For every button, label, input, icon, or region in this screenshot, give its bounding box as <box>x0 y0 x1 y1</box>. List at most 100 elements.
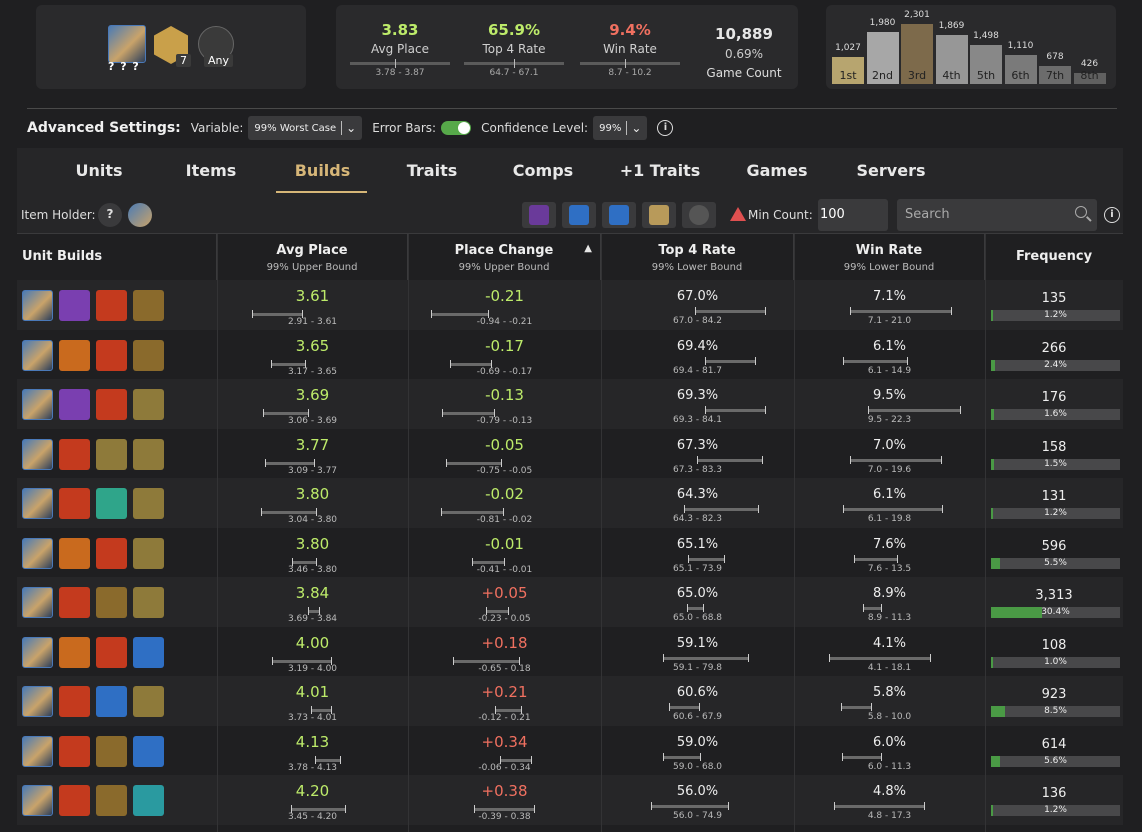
place-change-cell: -0.02 -0.81 - -0.02 <box>408 478 601 528</box>
stat-range-bar <box>350 59 450 68</box>
col-place-change[interactable]: Place Change 99% Upper Bound ▲ <box>408 234 601 280</box>
item-icon <box>96 636 127 668</box>
min-count-input[interactable]: 100 <box>818 199 888 231</box>
range-tick <box>442 409 444 417</box>
tab-traits[interactable]: Traits <box>406 161 458 180</box>
table-row[interactable]: 4.13 3.78 - 4.13 +0.34 -0.06 - 0.34 59.0% 59.… <box>17 725 1123 775</box>
confidence-select[interactable]: 99% ⌄ <box>593 116 648 140</box>
top4-rate-cell: 56.0% 56.0 - 74.9 <box>601 775 794 825</box>
unit-portrait-icon <box>22 537 53 569</box>
col-top4-rate[interactable]: Top 4 Rate 99% Lower Bound <box>601 234 794 280</box>
item-icon <box>59 636 90 668</box>
filter-item-2[interactable] <box>562 202 596 228</box>
histogram-count: 1,498 <box>973 31 999 41</box>
range-bar <box>849 458 941 462</box>
range-tick <box>960 406 962 414</box>
placement-histogram: 1,027 1st 1,980 2nd 2,301 3rd 1,869 4th 1,498 5th… <box>826 5 1116 89</box>
top4-range: 60.6 - 67.9 <box>672 712 723 722</box>
frequency-pct: 1.5% <box>1044 458 1067 469</box>
item-icon <box>133 636 164 668</box>
col-win-rate[interactable]: Win Rate 99% Lower Bound <box>794 234 985 280</box>
tab-plus1-traits[interactable]: +1 Traits <box>619 161 701 180</box>
range-bar <box>705 359 756 363</box>
search-input[interactable]: Search <box>897 199 1097 231</box>
place-change-range: -0.06 - 0.34 <box>478 762 531 773</box>
frequency-pct: 1.2% <box>1044 805 1067 815</box>
avg-place-range: 3.06 - 3.69 <box>287 416 338 426</box>
range-bar <box>850 310 952 313</box>
range-tick <box>867 406 869 414</box>
top4-range: 65.1 - 73.9 <box>672 563 723 574</box>
place-change-value: -0.13 <box>485 386 524 404</box>
tab-items[interactable]: Items <box>185 161 237 180</box>
unit-portrait-icon[interactable] <box>108 25 146 63</box>
range-bar <box>486 610 509 613</box>
col-unit-builds[interactable]: Unit Builds <box>17 234 217 280</box>
place-change-range: -0.75 - -0.05 <box>476 465 533 476</box>
frequency-bar: 1.2% <box>991 310 1120 321</box>
tab-comps[interactable]: Comps <box>512 161 574 180</box>
win-rate-value: 8.9% <box>872 586 907 601</box>
search-icon[interactable] <box>1075 206 1087 218</box>
item-holder-unknown[interactable]: ? <box>98 203 122 227</box>
table-row[interactable]: 3.80 3.46 - 3.80 -0.01 -0.41 - -0.01 65.1% 65… <box>17 527 1123 577</box>
table-row[interactable]: 4.01 3.73 - 4.01 +0.21 -0.12 - 0.21 60.6% 60.… <box>17 676 1123 726</box>
table-row[interactable]: 3.69 3.06 - 3.69 -0.13 -0.79 - -0.13 69.3% 69… <box>17 379 1123 429</box>
variable-label: Variable: <box>190 121 244 135</box>
win-rate-value: 7.0% <box>872 437 907 453</box>
col-frequency[interactable]: Frequency <box>985 234 1123 280</box>
table-row[interactable]: 4.00 3.19 - 4.00 +0.18 -0.65 - 0.18 59.1% 59.… <box>17 626 1123 677</box>
table-row[interactable]: 3.84 3.69 - 3.84 +0.05 -0.23 - 0.05 65.0% 65.… <box>17 577 1123 627</box>
filter-item-1[interactable] <box>522 202 556 228</box>
win-rate-range: 4.8 - 17.3 <box>867 811 912 821</box>
frequency-bar: 5.5% <box>991 557 1120 569</box>
filter-item-5[interactable] <box>682 202 716 228</box>
range-tick <box>842 752 844 761</box>
tab-servers[interactable]: Servers <box>856 161 926 180</box>
range-tick <box>308 607 310 615</box>
frequency-fill <box>991 656 993 668</box>
place-change-cell: -0.17 -0.69 - -0.17 <box>408 330 601 380</box>
histogram-label: 6th <box>1011 69 1030 82</box>
table-row[interactable]: 3.80 3.04 - 3.80 -0.02 -0.81 - -0.02 64.3% 64… <box>17 478 1123 528</box>
stat-value: 65.9% <box>487 21 541 39</box>
item-icon <box>133 488 164 519</box>
range-bar <box>264 461 314 465</box>
win-rate-range: 8.9 - 11.3 <box>867 613 912 623</box>
range-bar <box>291 560 317 564</box>
histogram-count: 1,869 <box>938 21 965 31</box>
item-icon <box>649 205 669 225</box>
tab-builds[interactable]: Builds <box>294 161 351 180</box>
top4-range: 64.3 - 82.3 <box>672 514 723 524</box>
item-icon <box>133 290 164 321</box>
frequency-cell: 108 1.0% <box>985 627 1123 677</box>
table-row[interactable]: 3.65 3.17 - 3.65 -0.17 -0.69 - -0.17 69.4% 69… <box>17 329 1123 380</box>
range-bar <box>662 755 700 759</box>
variable-select[interactable]: 99% Worst Case ⌄ <box>248 116 363 140</box>
place-change-range: -0.69 - -0.17 <box>476 366 533 377</box>
info-icon[interactable]: i <box>657 120 674 136</box>
tab-games[interactable]: Games <box>746 161 808 180</box>
frequency-bar: 2.4% <box>991 359 1120 371</box>
filter-item-3[interactable] <box>602 202 636 228</box>
table-row[interactable]: 3.77 3.09 - 3.77 -0.05 -0.75 - -0.05 67.3% 67… <box>17 428 1123 478</box>
table-row[interactable]: 3.61 2.91 - 3.61 -0.21 -0.94 - -0.21 67.0% 67… <box>17 280 1123 330</box>
range-bar <box>442 412 495 415</box>
toolbar: Item Holder: ? Min Count: 100 Search i <box>17 197 1123 233</box>
col-title: Unit Builds <box>22 249 103 264</box>
sort-asc-icon: ▲ <box>584 243 592 254</box>
col-avg-place[interactable]: Avg Place 99% Upper Bound <box>217 234 408 280</box>
top4-rate-cell: 69.3% 69.3 - 84.1 <box>601 379 794 429</box>
filter-item-4[interactable] <box>642 202 676 228</box>
info-icon[interactable]: i <box>1104 207 1120 223</box>
range-tick <box>850 307 852 315</box>
top4-rate-cell: 69.4% 69.4 - 81.7 <box>601 330 794 380</box>
avg-place-range: 3.04 - 3.80 <box>287 515 338 525</box>
item-holder-unit-icon[interactable] <box>128 203 152 227</box>
win-rate-cell: 8.9% 8.9 - 11.3 <box>794 577 985 627</box>
table-row[interactable]: 4.20 3.45 - 4.20 +0.38 -0.39 - 0.38 56.0% 56.… <box>17 775 1123 825</box>
item-icon <box>59 686 90 717</box>
error-bars-toggle[interactable] <box>441 121 472 135</box>
toggle-knob <box>458 122 471 134</box>
tab-units[interactable]: Units <box>75 161 123 180</box>
